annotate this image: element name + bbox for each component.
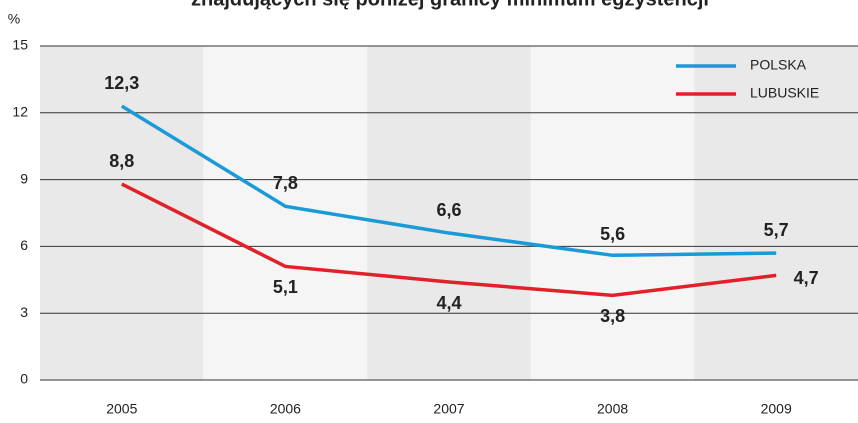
x-tick-label: 2008	[597, 401, 628, 417]
x-tick-label: 2009	[761, 401, 792, 417]
value-label: 4,7	[794, 268, 819, 288]
y-tick-label: 15	[12, 37, 28, 53]
value-label: 7,8	[273, 173, 298, 193]
x-tick-label: 2007	[433, 401, 464, 417]
band	[694, 46, 858, 380]
value-label: 4,4	[436, 293, 461, 313]
value-label: 5,7	[764, 220, 789, 240]
y-tick-label: 0	[20, 371, 28, 387]
legend-label: POLSKA	[750, 57, 807, 73]
legend-label: LUBUSKIE	[750, 85, 819, 101]
y-tick-label: 6	[20, 237, 28, 253]
chart-title: znajdujących się poniżej granicy minimum…	[191, 0, 709, 10]
value-label: 5,6	[600, 224, 625, 244]
line	[120, 104, 777, 258]
y-tick-label: 12	[12, 104, 28, 120]
band	[530, 46, 695, 380]
x-tick-label: 2005	[106, 401, 137, 417]
value-label: 6,6	[436, 200, 461, 220]
band	[367, 46, 531, 380]
value-label: 12,3	[104, 73, 139, 93]
background	[40, 46, 858, 380]
y-tick-label: 3	[20, 304, 28, 320]
value-label: 8,8	[109, 151, 134, 171]
x-tick-label: 2006	[270, 401, 301, 417]
y-tick-label: 9	[20, 170, 28, 186]
y-axis-label: %	[8, 11, 20, 27]
line	[121, 182, 777, 298]
value-label: 3,8	[600, 306, 625, 326]
band	[203, 46, 368, 380]
value-label: 5,1	[273, 277, 298, 297]
